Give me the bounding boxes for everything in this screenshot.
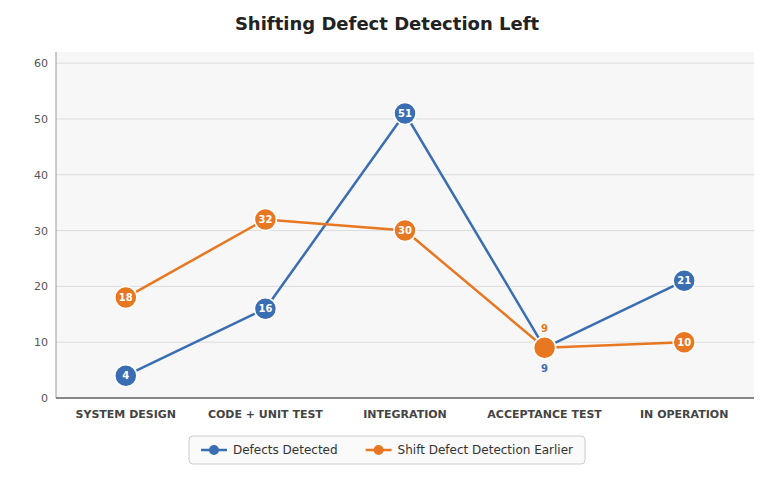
x-axis-line: [56, 397, 754, 399]
series-line: [126, 219, 684, 347]
legend-label: Shift Defect Detection Earlier: [398, 443, 573, 457]
x-tick-label: SYSTEM DESIGN: [76, 408, 177, 421]
grid-line: [56, 286, 754, 287]
x-tick-label: ACCEPTANCE TEST: [487, 408, 602, 421]
y-tick-label: 20: [34, 280, 48, 293]
data-label: 30: [398, 225, 412, 236]
x-tick-label: IN OPERATION: [640, 408, 728, 421]
legend-item: Defects Detected: [201, 443, 338, 457]
legend-item: Shift Defect Detection Earlier: [366, 443, 573, 457]
marker: [394, 220, 416, 242]
marker: [254, 298, 276, 320]
title: Shifting Defect Detection Left: [235, 13, 540, 34]
y-tick-label: 60: [34, 57, 48, 70]
marker: [534, 337, 556, 359]
marker: [394, 102, 416, 124]
data-label: 32: [258, 214, 272, 225]
marker: [115, 287, 137, 309]
marker: [254, 208, 276, 230]
data-label: 18: [119, 292, 133, 303]
data-label: 9: [541, 363, 548, 374]
marker: [673, 270, 695, 292]
grid-line: [56, 63, 754, 64]
background: [0, 0, 774, 496]
data-label: 16: [258, 303, 272, 314]
plot-marks: [115, 102, 695, 386]
legend-swatch-marker: [374, 445, 384, 455]
grid-line: [56, 174, 754, 175]
y-tick-label: 10: [34, 336, 48, 349]
legend: Defects Detected Shift Defect Detection E…: [189, 436, 585, 464]
legend-swatch-marker: [209, 445, 219, 455]
y-tick-label: 0: [41, 392, 48, 405]
data-labels: 4 16 51 9 21 18 32 30 9 10: [119, 108, 691, 381]
y-axis-line: [56, 52, 57, 398]
chart: Shifting Defect Detection Left 0 10 20 30 40 5…: [0, 0, 774, 496]
y-tick-label: 50: [34, 113, 48, 126]
legend-label: Defects Detected: [233, 443, 338, 457]
marker: [673, 331, 695, 353]
marker: [534, 337, 556, 359]
data-label: 4: [122, 370, 129, 381]
data-label: 21: [677, 275, 691, 286]
series-line: [126, 113, 684, 375]
y-tick-label: 40: [34, 169, 48, 182]
data-label: 9: [541, 323, 548, 334]
marker: [115, 365, 137, 387]
x-tick-label: CODE + UNIT TEST: [208, 408, 323, 421]
legend-box: [189, 436, 585, 464]
grid-line: [56, 398, 754, 399]
data-label: 51: [398, 108, 412, 119]
x-tick-label: INTEGRATION: [363, 408, 447, 421]
data-label: 10: [677, 337, 691, 348]
y-tick-label: 30: [34, 225, 48, 238]
plot-area: [56, 52, 754, 398]
